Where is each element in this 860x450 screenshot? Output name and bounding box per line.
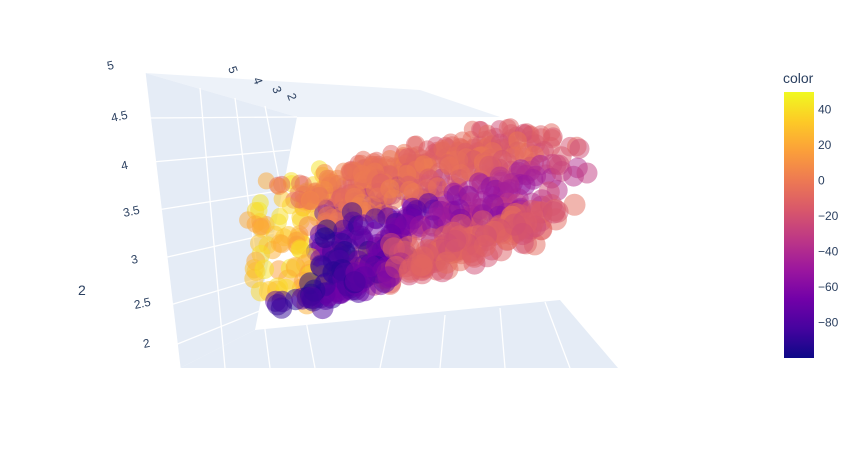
colorbar-tick-label: −40 (818, 245, 839, 259)
data-point (270, 234, 290, 253)
x-gridline (439, 314, 446, 369)
z-axis-tick-label: 5 (106, 58, 116, 73)
data-point (576, 162, 598, 184)
data-point (310, 255, 333, 278)
data-point (344, 269, 368, 292)
z-axis-tick-label: 4.5 (110, 108, 130, 125)
data-point (270, 177, 288, 196)
data-point (359, 255, 382, 278)
data-point (546, 200, 569, 223)
colorbar-tick-label: −80 (818, 316, 839, 330)
y-axis-tick-label: 5 (225, 64, 241, 75)
y-axis-tick-label: 2 (284, 91, 300, 102)
z-axis-ticks: 5 4.5 4 3.5 3 2.5 2 (106, 58, 153, 351)
colorbar-tick-label: 20 (818, 138, 832, 152)
y-axis-tick-label: 4 (250, 75, 266, 86)
colorbar-tick-label: 0 (818, 174, 825, 188)
data-point (300, 286, 323, 309)
y-gridline (234, 97, 271, 369)
top-wall (145, 73, 500, 117)
data-point (418, 140, 437, 159)
z-gridline (151, 149, 291, 163)
x-gridline (544, 301, 571, 369)
z-gridline (174, 309, 263, 346)
x-gridline (379, 319, 391, 369)
data-point (271, 290, 293, 313)
z-axis-tick-label: 3 (130, 252, 140, 267)
y-gridline (199, 87, 226, 369)
data-point (377, 266, 400, 289)
z-axis-tick-label: 3.5 (122, 203, 142, 220)
data-point (251, 217, 270, 236)
data-point (569, 138, 590, 159)
data-point (511, 222, 534, 246)
z-axis-tick-label: 2 (142, 336, 152, 351)
data-points (239, 118, 598, 320)
data-point (427, 177, 448, 198)
colorbar (784, 92, 814, 358)
y-gridline (144, 72, 181, 369)
z-axis-tick-label: 4 (120, 158, 130, 173)
data-point (473, 234, 496, 257)
colorbar-ticks: 40 20 0 −20 −40 −60 −80 (818, 103, 839, 330)
data-point (522, 169, 544, 190)
x-gridline (499, 307, 506, 369)
colorbar-tick-label: 40 (818, 103, 832, 117)
z-gridline (156, 189, 286, 211)
data-point (411, 246, 435, 269)
z-axis-title: 2 (78, 282, 86, 298)
data-point (383, 189, 404, 210)
y-axis-tick-label: 3 (269, 84, 285, 95)
floor (180, 300, 618, 368)
colorbar-tick-label: −60 (818, 280, 839, 294)
data-point (300, 190, 320, 210)
scene-background (145, 73, 618, 368)
z-axis-tick-label: 2.5 (133, 295, 153, 312)
data-point (444, 229, 467, 252)
data-point (563, 193, 586, 216)
colorbar-tick-label: −20 (818, 209, 839, 223)
z-gridline (147, 116, 298, 119)
data-point (450, 164, 471, 184)
data-point (254, 259, 275, 280)
colorbar-title: color (783, 70, 814, 86)
